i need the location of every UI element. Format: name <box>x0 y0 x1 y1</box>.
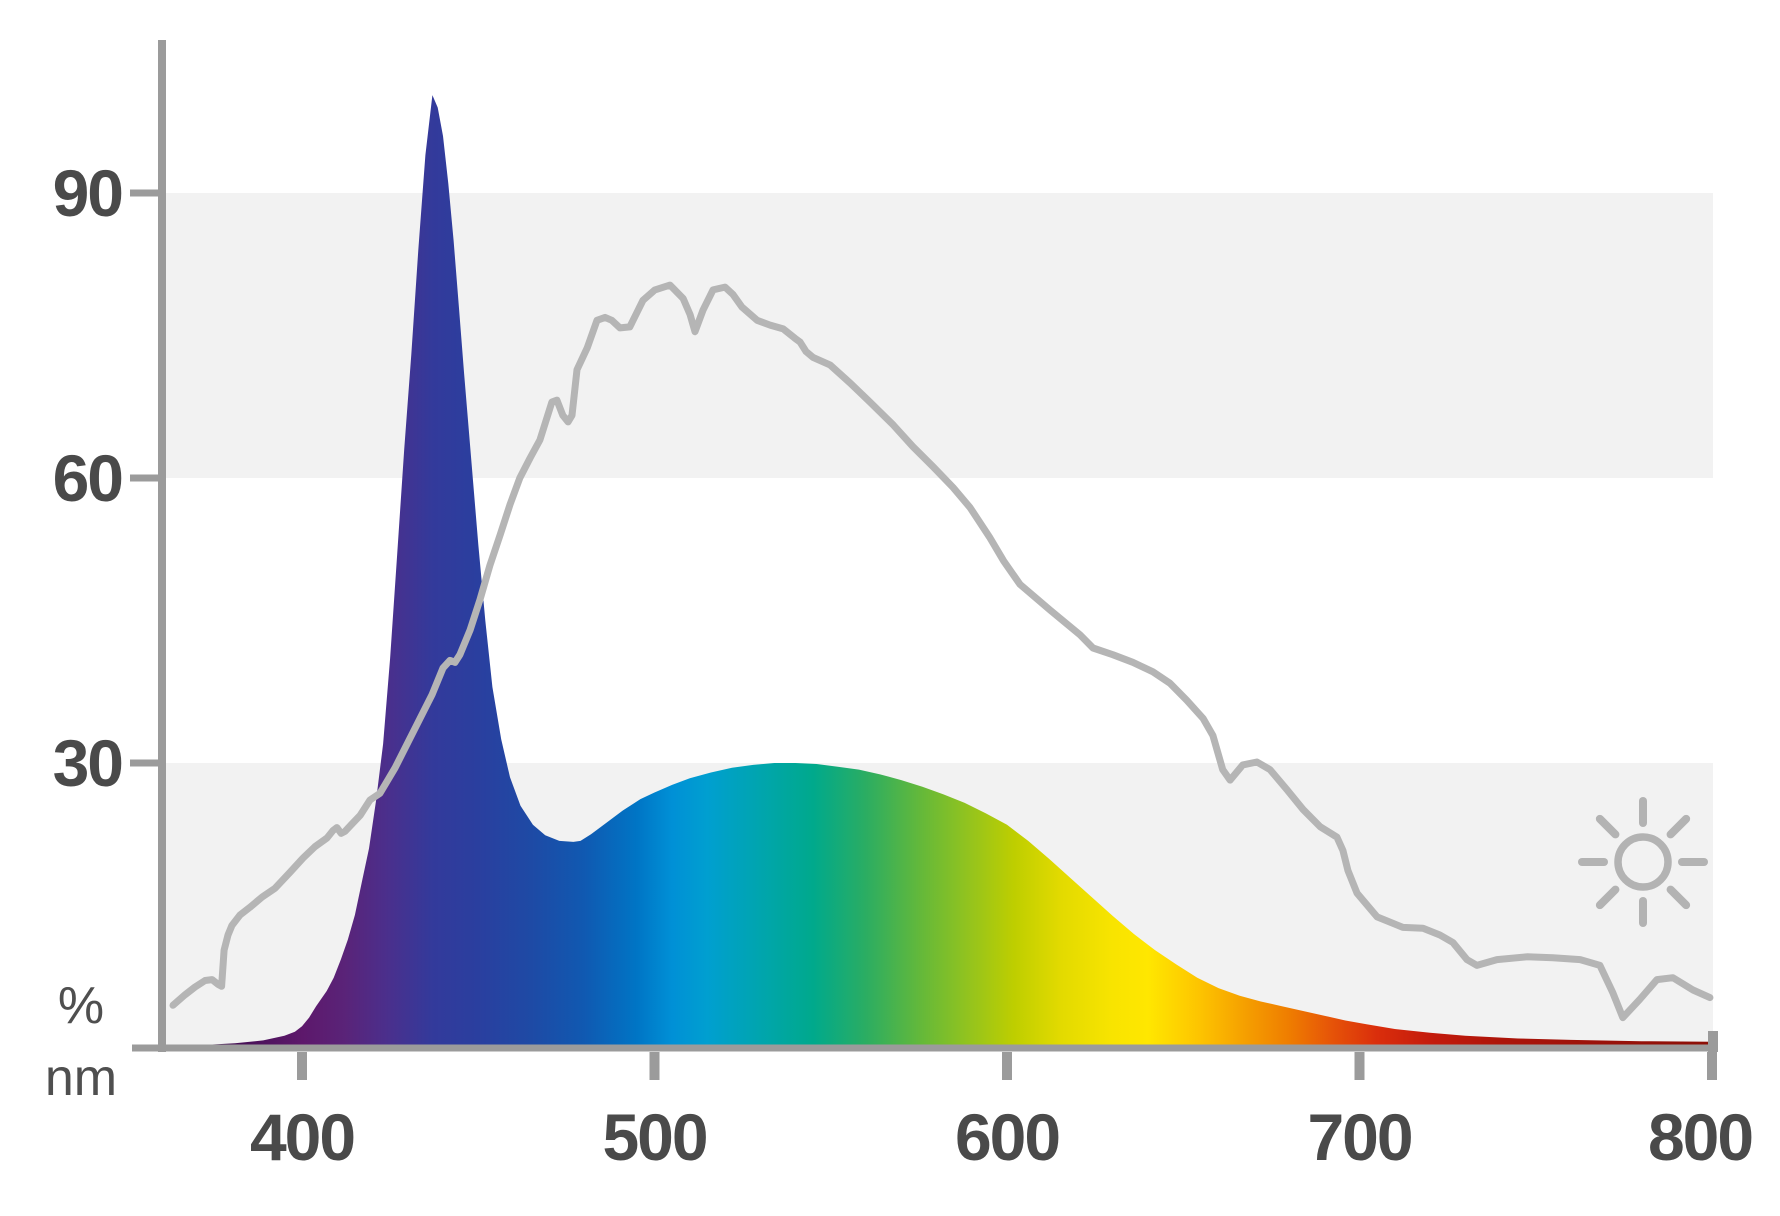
x-tick-label-500: 500 <box>602 1100 706 1174</box>
sun-icon-ray <box>1666 814 1691 839</box>
axis-labels: 90 60 30 400 500 600 700 800% nm <box>45 156 1754 1174</box>
sun-icon-circle <box>1614 833 1672 891</box>
sun-icon-ray <box>1595 814 1620 839</box>
y-tick-label-90: 90 <box>53 156 122 230</box>
reference-curve-line <box>169 281 1714 1022</box>
band-60-90 <box>162 193 1713 478</box>
sun-icon <box>1578 797 1708 927</box>
axes <box>130 40 1718 1080</box>
led-spectrum-area <box>162 95 1713 1046</box>
led-spectrum-fill <box>162 95 1713 1046</box>
y-axis-unit-percent: % <box>58 977 104 1035</box>
x-axis-unit-nm: nm <box>45 1049 117 1107</box>
x-tick-label-600: 600 <box>955 1100 1059 1174</box>
reference-curve <box>169 281 1714 1022</box>
x-tick-label-800: 800 <box>1648 1100 1752 1174</box>
sun-icon-ray <box>1595 885 1620 910</box>
sun-icon-ray <box>1666 885 1691 910</box>
x-tick-label-400: 400 <box>250 1100 354 1174</box>
y-tick-label-60: 60 <box>53 441 122 515</box>
y-tick-label-30: 30 <box>53 726 122 800</box>
x-tick-label-700: 700 <box>1307 1100 1411 1174</box>
